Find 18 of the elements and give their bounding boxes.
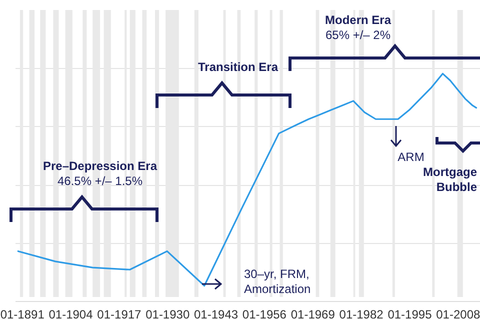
annotation: Mortgage Bubble: [423, 165, 478, 194]
annotation: Pre–Depression Era: [42, 159, 158, 173]
x-tick-label: 01-1969: [290, 308, 336, 320]
x-tick-label: 01-1995: [388, 308, 432, 320]
annotation: 30–yr, FRM, Amortization: [244, 267, 311, 296]
annotation: Transition Era: [198, 60, 278, 74]
annotation: 46.5% +/– 1.5%: [57, 174, 143, 188]
x-tick-label: 01-1930: [146, 308, 190, 320]
text: Modern Era: [324, 13, 392, 27]
x-tick-label: 01-1891: [0, 308, 45, 320]
x-tick-label: 01-1956: [242, 308, 287, 320]
x-tick-label: 01-1982: [339, 308, 384, 320]
x-tick-label: 01-2008: [436, 308, 480, 320]
x-tick-label: 01-1917: [97, 308, 142, 320]
x-tick-label: 01-1943: [194, 308, 238, 320]
x-tick-label: 01-1904: [48, 308, 94, 320]
text: 65% +/– 2%: [325, 28, 391, 42]
annotation: ARM: [398, 150, 424, 164]
